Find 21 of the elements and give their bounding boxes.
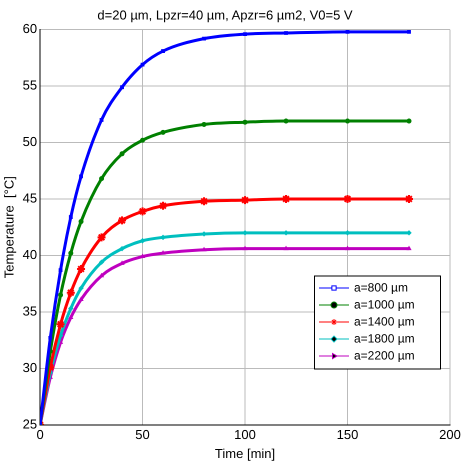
x-axis-title: Time [min] bbox=[214, 446, 276, 461]
y-tick-label: 35 bbox=[22, 303, 38, 318]
x-tick-label: 100 bbox=[234, 427, 256, 442]
y-tick-label: 55 bbox=[22, 78, 38, 93]
legend-label: a=2200 µm bbox=[354, 348, 415, 362]
y-tick-label: 30 bbox=[22, 360, 38, 375]
chart-title: d=20 µm, Lpzr=40 µm, Apzr=6 µm2, V0=5 V bbox=[97, 7, 353, 22]
x-tick-label: 150 bbox=[336, 427, 358, 442]
y-tick-label: 45 bbox=[22, 190, 38, 206]
y-axis-title: Temperature [°C] bbox=[1, 176, 16, 278]
y-tick-label: 60 bbox=[22, 21, 38, 36]
legend-label: a=1800 µm bbox=[354, 331, 415, 346]
x-tick-label: 50 bbox=[135, 427, 150, 442]
x-tick-label: 0 bbox=[36, 427, 44, 442]
y-tick-label: 40 bbox=[22, 247, 38, 262]
y-tick-label: 50 bbox=[22, 134, 38, 150]
legend-label: a=1000 µm bbox=[354, 297, 415, 312]
y-tick-label: 25 bbox=[22, 416, 38, 432]
legend-label: a=800 µm bbox=[354, 280, 408, 294]
x-tick-label: 200 bbox=[439, 427, 461, 442]
legend-label: a=1400 µm bbox=[354, 314, 415, 328]
